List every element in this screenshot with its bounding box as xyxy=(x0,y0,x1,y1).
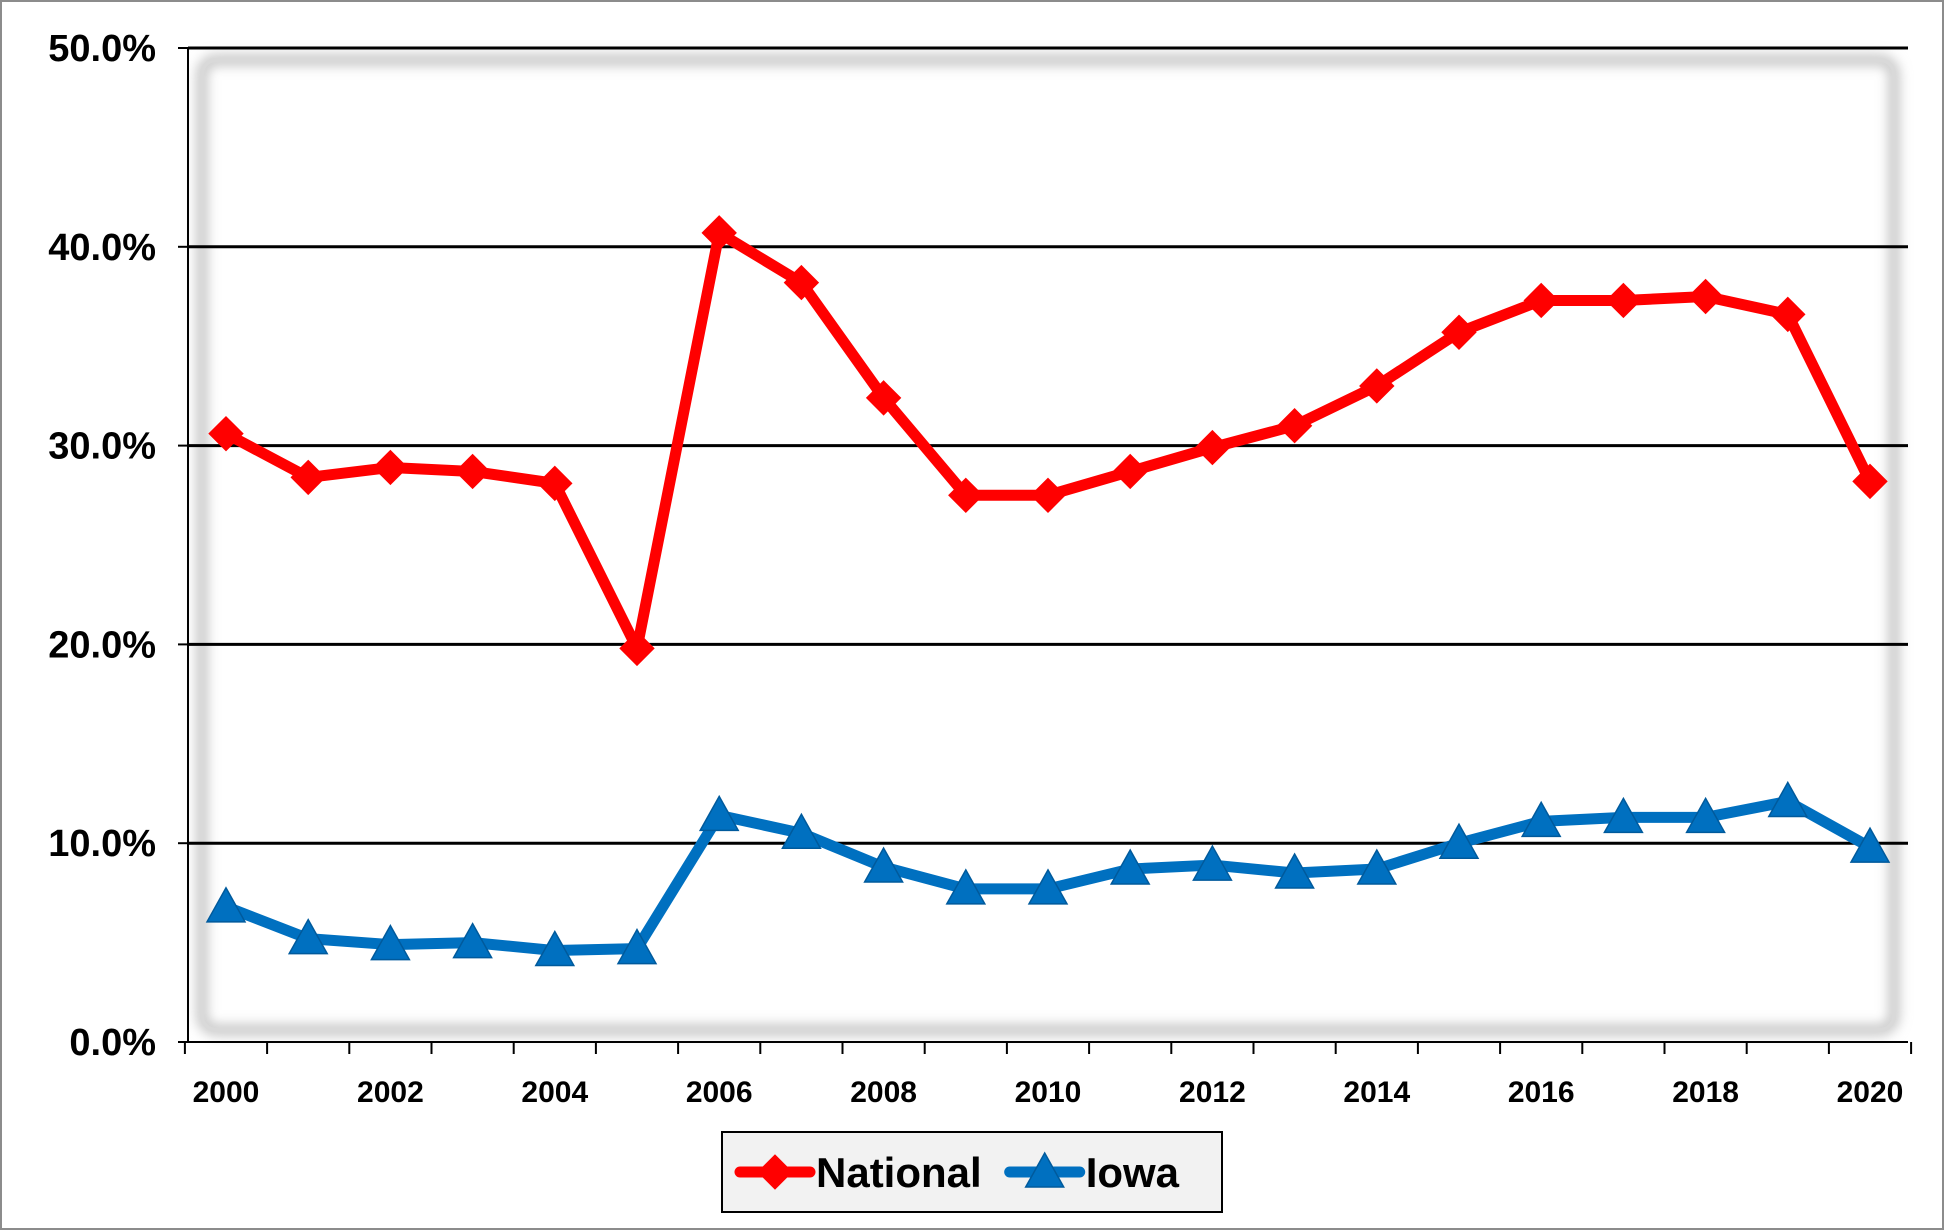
data-point-national xyxy=(208,415,244,452)
x-tick-label: 2016 xyxy=(1508,1076,1575,1109)
axes: 0.0% 10.0% 20.0% 30.0% 40.0% 50.0% 2000 2002 200… xyxy=(48,28,1913,1109)
data-point-national xyxy=(1605,282,1642,319)
x-tick-label: 2020 xyxy=(1837,1076,1904,1109)
data-point-iowa xyxy=(1520,800,1562,838)
data-point-national xyxy=(865,380,902,416)
data-point-iowa xyxy=(534,930,576,967)
x-tick-label: 2014 xyxy=(1343,1076,1410,1109)
legend-swatch-marker xyxy=(757,1154,793,1190)
data-point-national xyxy=(1523,282,1559,319)
x-tick-label: 2000 xyxy=(193,1076,260,1109)
data-point-iowa xyxy=(452,922,493,959)
data-point-iowa xyxy=(698,794,740,832)
data-point-national xyxy=(454,453,491,490)
data-point-iowa xyxy=(1027,868,1069,905)
legend: National Iowa xyxy=(721,1131,1223,1213)
plot-frame-border xyxy=(200,58,1896,1032)
plot-area-frame xyxy=(197,55,1899,1035)
series-lines xyxy=(205,215,1891,967)
data-point-iowa xyxy=(1767,780,1809,818)
data-point-iowa xyxy=(781,812,822,850)
data-point-national xyxy=(1687,278,1724,315)
gridlines xyxy=(188,46,1908,845)
data-point-iowa xyxy=(1274,852,1315,889)
data-point-iowa xyxy=(1192,844,1233,881)
y-tick-label: 10.0% xyxy=(48,823,156,865)
data-point-iowa xyxy=(1109,848,1151,885)
x-tick-label: 2010 xyxy=(1015,1076,1082,1109)
data-point-national xyxy=(290,459,326,496)
legend-item-iowa: Iowa xyxy=(1004,1149,1180,1196)
data-point-national xyxy=(1852,463,1888,500)
data-point-iowa xyxy=(205,886,247,923)
series-iowa xyxy=(205,780,1891,967)
data-point-national xyxy=(1770,296,1806,333)
y-tick-label: 20.0% xyxy=(48,624,156,666)
data-point-national xyxy=(372,449,409,486)
data-point-national xyxy=(783,264,820,301)
data-point-iowa xyxy=(863,846,904,883)
data-point-iowa xyxy=(616,928,658,965)
x-tick-label: 2002 xyxy=(357,1076,424,1109)
legend-label: National xyxy=(816,1149,982,1196)
data-point-national xyxy=(537,465,573,502)
y-tick-label: 0.0% xyxy=(69,1022,156,1064)
x-tick-label: 2018 xyxy=(1672,1076,1739,1109)
series-national xyxy=(208,215,1888,667)
y-tick-label: 30.0% xyxy=(48,426,156,468)
data-point-national xyxy=(1112,453,1148,490)
data-point-iowa xyxy=(945,868,987,905)
data-point-national xyxy=(1441,314,1477,350)
legend-swatch-marker xyxy=(1024,1151,1065,1188)
data-point-national xyxy=(948,477,984,514)
data-point-national xyxy=(1359,368,1395,404)
legend-label: Iowa xyxy=(1086,1149,1180,1196)
data-point-national xyxy=(1030,477,1066,514)
data-point-iowa xyxy=(287,918,329,955)
data-point-iowa xyxy=(1438,822,1480,859)
data-point-national xyxy=(619,630,655,667)
data-point-iowa xyxy=(1849,826,1891,863)
data-point-national xyxy=(701,215,737,251)
legend-item-national: National xyxy=(734,1149,982,1196)
x-tick-label: 2008 xyxy=(850,1076,917,1109)
data-point-national xyxy=(1194,429,1231,466)
y-tick-label: 50.0% xyxy=(48,28,156,70)
data-point-iowa xyxy=(1356,848,1398,885)
data-point-iowa xyxy=(370,924,411,961)
data-point-national xyxy=(1276,408,1313,444)
data-point-iowa xyxy=(1603,796,1644,834)
x-tick-label: 2006 xyxy=(686,1076,753,1109)
data-point-iowa xyxy=(1685,796,1726,834)
x-tick-label: 2012 xyxy=(1179,1076,1246,1109)
x-tick-label: 2004 xyxy=(521,1076,588,1109)
y-tick-label: 40.0% xyxy=(48,227,156,269)
